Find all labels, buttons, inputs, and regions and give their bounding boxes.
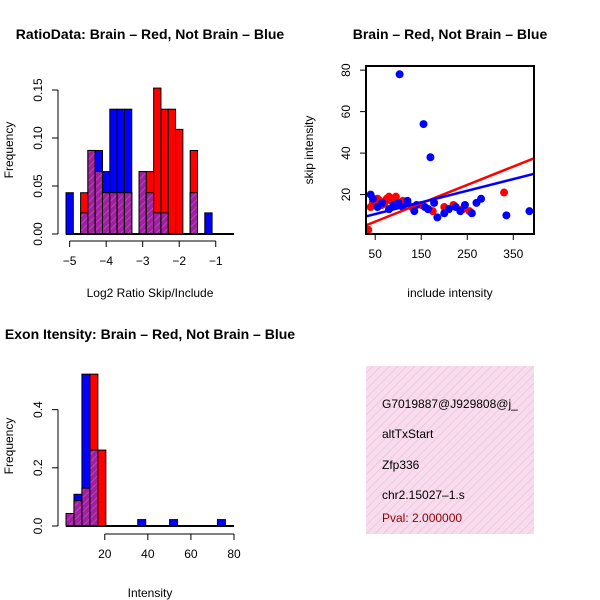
y-tick-label: 60: [339, 105, 353, 119]
bar-brain: [97, 449, 107, 527]
point-not-brain: [395, 70, 404, 79]
x-tick-label: 50: [369, 247, 383, 261]
point-brain: [391, 192, 400, 201]
y-axis-title: Frequency: [2, 122, 16, 179]
bar-overlap: [160, 212, 169, 235]
bar-overlap: [116, 192, 125, 235]
bar-overlap: [123, 192, 133, 235]
bar-not-brain: [204, 212, 213, 235]
y-tick-label: 0.05: [31, 174, 45, 198]
x-axis-title: Intensity: [128, 586, 173, 600]
x-tick-label: 20: [98, 547, 112, 561]
ratio-histogram: RatioData: Brain – Red, Not Brain – Blue…: [2, 26, 284, 300]
x-tick-label: 80: [227, 547, 241, 561]
y-tick-label: 0.15: [31, 78, 45, 102]
bar-overlap: [102, 192, 111, 235]
bar-overlap: [80, 212, 89, 235]
point-brain: [366, 225, 373, 234]
x-tick-label: 250: [457, 247, 477, 261]
point-not-brain: [467, 209, 476, 218]
x-tick-label: 350: [503, 247, 523, 261]
bar-overlap: [65, 512, 75, 527]
x-tick-label: 150: [411, 247, 431, 261]
y-tick-label: 40: [339, 146, 353, 160]
x-tick-label: 60: [184, 547, 198, 561]
fit-line-not-brain: [366, 172, 534, 218]
bar-overlap: [81, 487, 91, 527]
x-axis-title: include intensity: [407, 286, 492, 300]
bar-overlap: [87, 149, 96, 235]
point-not-brain: [525, 207, 534, 216]
info-gene-symbol: Zfp336: [382, 458, 420, 472]
plot-area: [366, 70, 534, 234]
bar-overlap: [145, 192, 155, 235]
point-not-brain: [456, 207, 465, 216]
chart-title: Brain – Red, Not Brain – Blue: [353, 26, 548, 42]
bar-overlap: [94, 171, 104, 235]
y-tick-label: 0.00: [31, 222, 45, 246]
y-tick-label: 80: [339, 63, 353, 77]
point-not-brain: [419, 120, 428, 129]
bar-overlap: [189, 192, 198, 235]
point-not-brain: [444, 205, 453, 214]
info-event-id: G7019887@J929808@j_: [382, 397, 518, 411]
bar-brain: [175, 128, 184, 235]
x-tick-label: −4: [99, 254, 113, 268]
bar-overlap: [73, 500, 83, 527]
point-not-brain: [378, 198, 387, 207]
info-event-type: altTxStart: [382, 427, 434, 441]
y-axis-title: Frequency: [2, 418, 16, 475]
x-tick-label: −1: [209, 254, 223, 268]
x-tick-label: 40: [141, 547, 155, 561]
point-not-brain: [410, 207, 419, 216]
y-tick-label: 0.10: [31, 126, 45, 150]
bar-overlap: [153, 212, 162, 235]
bar-brain: [153, 87, 162, 235]
point-not-brain: [424, 205, 433, 214]
point-not-brain: [477, 194, 486, 203]
point-brain: [500, 188, 509, 197]
bar-overlap: [138, 171, 147, 235]
point-not-brain: [426, 153, 435, 162]
plot-frame: [365, 65, 535, 235]
point-not-brain: [502, 211, 511, 220]
info-location: chr2.15027–1.s: [382, 488, 465, 502]
y-axis-title: skip intensity: [302, 116, 316, 185]
y-tick-label: 0.0: [31, 517, 45, 534]
x-axis-title: Log2 Ratio Skip/Include: [87, 286, 214, 300]
y-tick-label: 0.2: [31, 459, 45, 476]
bar-not-brain: [65, 192, 74, 235]
x-tick-label: −3: [136, 254, 150, 268]
point-not-brain: [368, 194, 377, 203]
bar-brain: [167, 108, 177, 235]
point-not-brain: [433, 213, 442, 222]
point-not-brain: [403, 196, 412, 205]
chart-title: Exon Itensity: Brain – Red, Not Brain – …: [5, 326, 295, 342]
x-tick-label: −2: [172, 254, 186, 268]
fit-line-brain: [366, 157, 534, 227]
info-panel: [366, 366, 534, 534]
chart-title: RatioData: Brain – Red, Not Brain – Blue: [16, 26, 285, 42]
y-tick-label: 0.4: [31, 401, 45, 418]
info-pvalue: Pval: 2.000000: [382, 511, 463, 525]
point-not-brain: [460, 200, 469, 209]
bar-overlap: [109, 192, 118, 235]
intensity-scatterplot: Brain – Red, Not Brain – Blue 50 150 250 350…: [302, 26, 547, 300]
y-tick-label: 20: [339, 188, 353, 202]
exon-intensity-histogram: Exon Itensity: Brain – Red, Not Brain – …: [2, 326, 295, 600]
x-tick-label: −5: [63, 254, 77, 268]
bar-overlap: [89, 449, 99, 527]
